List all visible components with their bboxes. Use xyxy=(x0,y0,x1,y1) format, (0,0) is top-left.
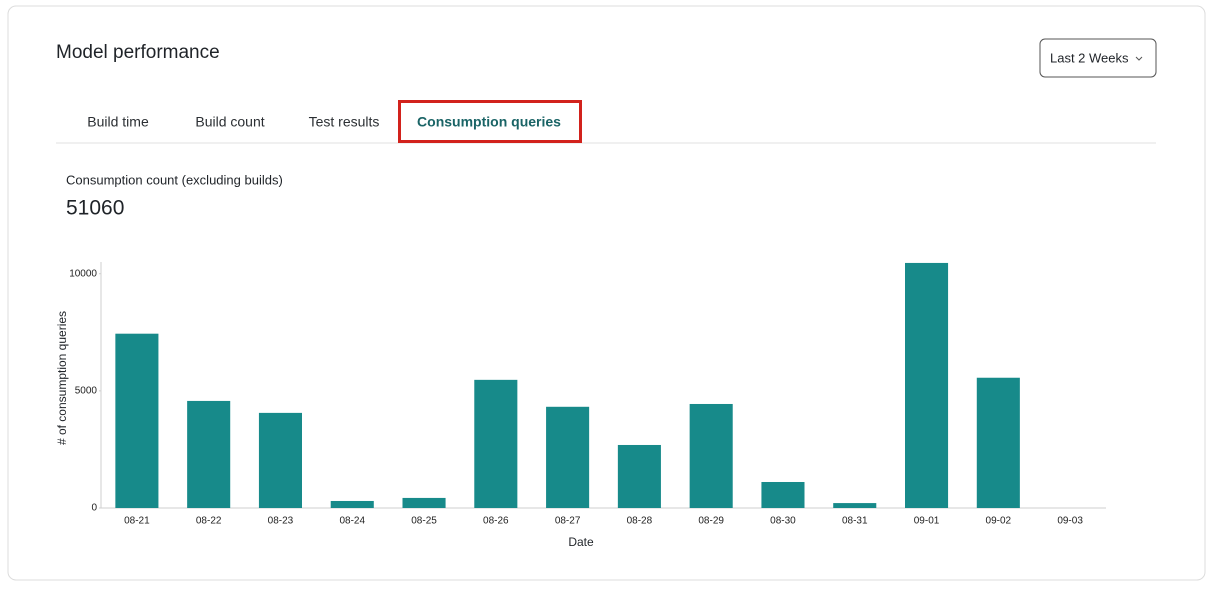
tab-active[interactable]: Consumption queries xyxy=(417,114,561,130)
x-tick-label: 08-31 xyxy=(842,516,868,527)
bar xyxy=(258,412,302,508)
y-axis-title: # of consumption queries xyxy=(55,311,69,445)
x-tick-label: 08-24 xyxy=(339,516,365,527)
x-tick-label: 08-28 xyxy=(627,516,653,527)
bar xyxy=(833,503,877,508)
tab[interactable]: Test results xyxy=(309,114,380,130)
x-tick-label: 09-03 xyxy=(1057,516,1083,527)
y-tick-label: 5000 xyxy=(75,385,98,396)
bar xyxy=(330,500,374,508)
x-tick-label: 08-29 xyxy=(698,516,724,527)
bar xyxy=(474,379,518,508)
card-title: Model performance xyxy=(56,42,220,63)
bar xyxy=(617,444,661,508)
tab[interactable]: Build time xyxy=(87,114,149,130)
x-tick-label: 08-23 xyxy=(268,516,294,527)
bar xyxy=(689,403,733,508)
x-tick-label: 08-21 xyxy=(124,516,150,527)
bar xyxy=(187,400,231,508)
metric-label: Consumption count (excluding builds) xyxy=(66,172,283,187)
plot: 0 5000 10000 08-21 08-22 08-23 08-24 08-25 08-26… xyxy=(69,262,1106,527)
x-tick-label: 08-30 xyxy=(770,516,796,527)
x-tick-label: 09-01 xyxy=(914,516,940,527)
tab[interactable]: Build count xyxy=(195,114,264,130)
metric-value: 51060 xyxy=(66,197,124,220)
bar xyxy=(976,377,1020,508)
chevron xyxy=(1135,56,1143,61)
x-tick-label: 08-25 xyxy=(411,516,437,527)
dropdown-label[interactable]: Last 2 Weeks xyxy=(1050,50,1129,65)
x-tick-label: 09-02 xyxy=(986,516,1012,527)
x-tick-label: 08-26 xyxy=(483,516,509,527)
bar xyxy=(402,497,446,508)
x-tick-label: 08-27 xyxy=(555,516,581,527)
bar xyxy=(761,481,805,508)
dropdown-box[interactable] xyxy=(1039,38,1157,78)
y-tick-label: 0 xyxy=(91,503,97,514)
bar xyxy=(546,406,590,508)
bar xyxy=(905,262,949,508)
y-tick-label: 10000 xyxy=(69,268,97,279)
bar xyxy=(115,333,159,508)
x-tick-label: 08-22 xyxy=(196,516,222,527)
range-dropdown[interactable]: Last 2 Weeks xyxy=(1039,38,1157,78)
highlight-box xyxy=(398,100,582,143)
x-axis-title: Date xyxy=(568,535,594,549)
